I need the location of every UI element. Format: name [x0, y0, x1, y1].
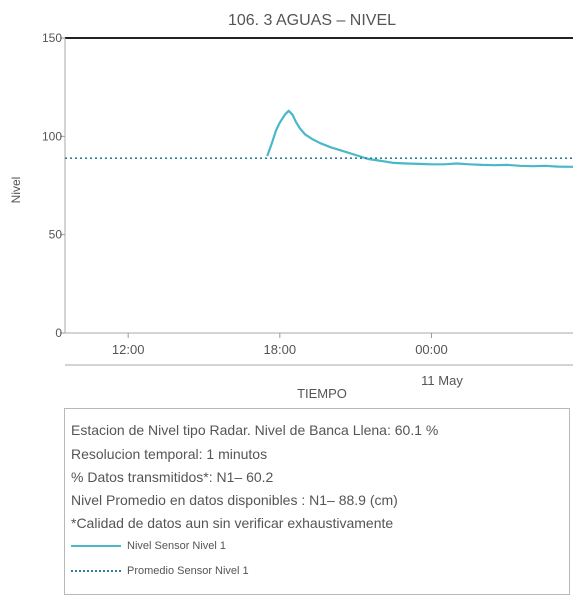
info-line-resolution: Resolucion temporal: 1 minutos [71, 446, 268, 462]
x-axis-label: TIEMPO [297, 386, 347, 400]
y-axis-label: Nivel [9, 177, 23, 204]
info-line-transmitted: % Datos transmitidos*: N1– 60.2 [71, 469, 274, 485]
legend-label-sensor: Nivel Sensor Nivel 1 [127, 540, 227, 552]
x-ticks: 12:00 18:00 00:00 [112, 333, 448, 357]
info-line-average: Nivel Promedio en datos disponibles : N1… [71, 492, 398, 508]
plot-frame [64, 37, 573, 366]
x-tick-label: 18:00 [264, 342, 297, 357]
date-label: 11 May [421, 373, 463, 388]
y-ticks: 0 50 100 150 [42, 31, 65, 340]
legend-item-sensor: Nivel Sensor Nivel 1 [71, 539, 226, 553]
info-line-station: Estacion de Nivel tipo Radar. Nivel de B… [71, 422, 439, 438]
y-tick-label: 50 [49, 228, 63, 242]
info-box: Estacion de Nivel tipo Radar. Nivel de B… [64, 408, 570, 595]
series-layer [65, 109, 573, 168]
info-line-quality: *Calidad de datos aun sin verificar exha… [71, 515, 394, 531]
x-tick-label: 00:00 [415, 342, 448, 357]
chart-svg: 106. 3 AGUAS – NIVEL Nivel TIEMPO 11 May… [9, 12, 573, 400]
y-tick-label: 0 [55, 326, 62, 340]
legend-item-average: Promedio Sensor Nivel 1 [71, 564, 249, 578]
legend-swatch-dotted [71, 570, 121, 572]
y-tick-label: 100 [42, 129, 62, 143]
chart-title: 106. 3 AGUAS – NIVEL [228, 12, 396, 29]
x-tick-label: 12:00 [112, 342, 145, 357]
y-tick-label: 150 [42, 31, 62, 45]
sensor-series-line [266, 109, 573, 168]
legend-label-average: Promedio Sensor Nivel 1 [127, 565, 249, 577]
legend-swatch-solid [71, 545, 121, 547]
